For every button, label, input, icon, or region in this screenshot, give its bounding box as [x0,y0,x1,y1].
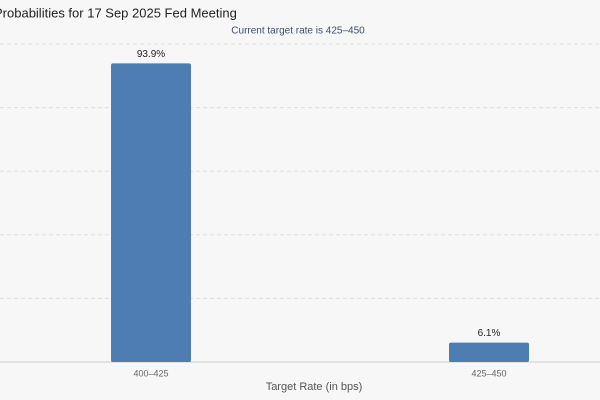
value-label: 93.9% [137,49,165,60]
value-label: 6.1% [478,328,501,339]
chart-title: Probabilities for 17 Sep 2025 Fed Meetin… [0,5,237,20]
chart-subtitle: Current target rate is 425–450 [231,26,365,37]
bar [449,342,529,362]
x-tick-label: 425–450 [471,368,506,378]
bar [111,63,191,362]
x-tick-label: 400–425 [133,368,168,378]
x-axis-title: Target Rate (in bps) [266,381,363,393]
